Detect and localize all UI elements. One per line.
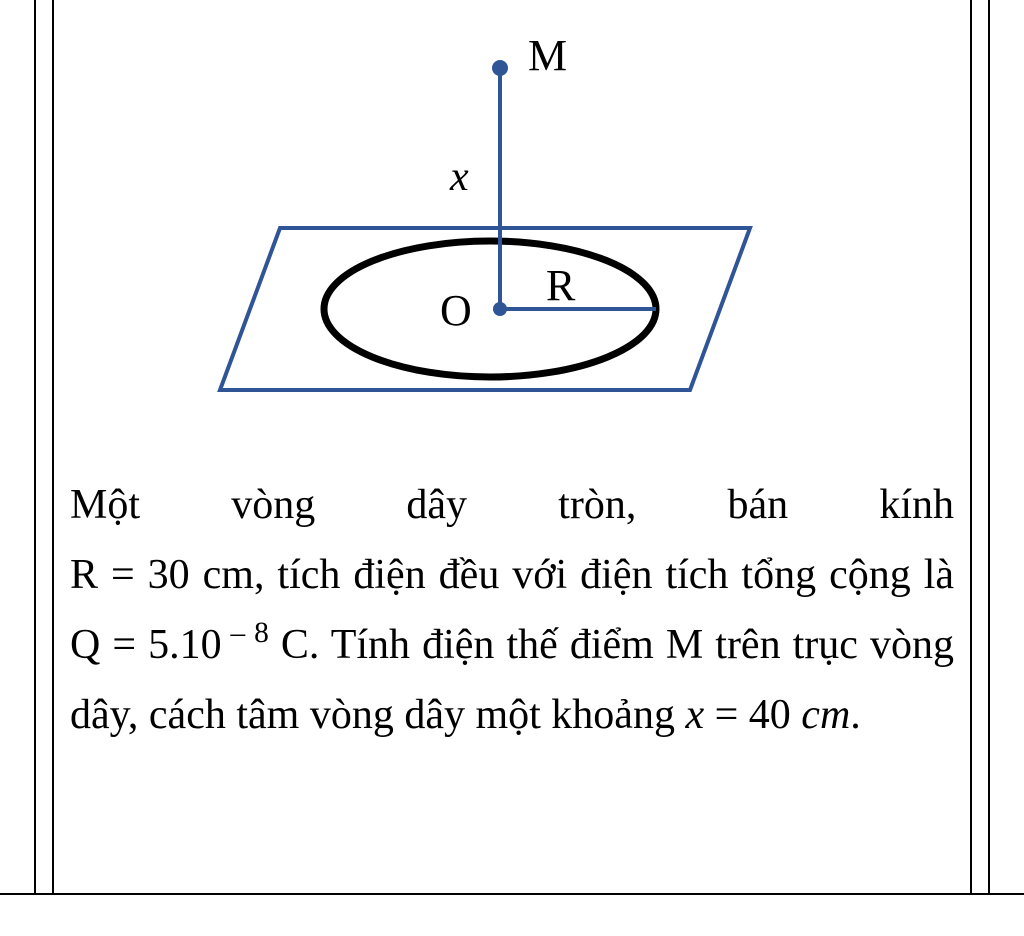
table-border-right-inner [970,0,972,895]
center-point [493,302,507,316]
problem-text: Một vòng dây tròn, bán kính R = 30 cm, t… [70,470,954,751]
period: . [850,692,861,738]
eq-part: = 40 [704,692,801,738]
label-o: O [440,286,472,335]
label-r: R [546,261,576,310]
table-border-right-outer [988,0,990,895]
table-border-left-inner [52,0,54,895]
var-x: x [685,692,704,738]
plane-parallelogram [220,228,750,390]
diagram-svg: M x R O [150,10,870,460]
label-m: M [528,31,567,80]
label-x: x [449,154,469,200]
table-border-bottom [0,893,1024,895]
table-border-left-outer [34,0,36,895]
page: M x R O Một vòng dây tròn, bán kính R = … [0,0,1024,936]
unit-cm: cm [801,692,850,738]
exponent: – 8 [222,617,269,649]
problem-line1: Một vòng dây tròn, bán kính [70,470,954,540]
point-m [492,60,508,76]
ring-diagram: M x R O [150,10,870,460]
